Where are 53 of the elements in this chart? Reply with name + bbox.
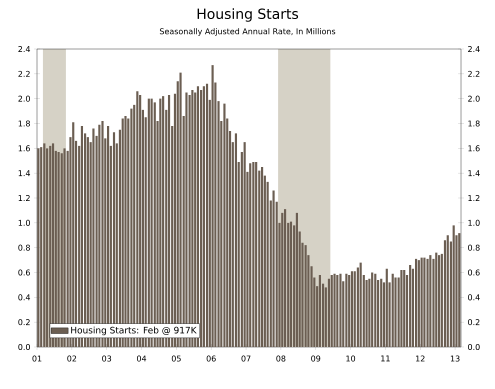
bar [386, 268, 388, 347]
bar [40, 147, 42, 347]
bar [350, 271, 354, 347]
bar [244, 142, 246, 347]
bar [333, 274, 336, 347]
chart-title: Housing Starts [198, 8, 298, 22]
bar [304, 245, 307, 347]
bar [414, 258, 418, 347]
bar [328, 278, 330, 347]
bar [403, 270, 406, 347]
bar [374, 274, 376, 347]
bar [435, 252, 438, 347]
bar [426, 258, 429, 347]
bar [255, 162, 258, 347]
bar [330, 274, 333, 347]
bar [272, 190, 275, 347]
bar [392, 274, 394, 347]
bar [318, 274, 321, 347]
bar [336, 274, 338, 347]
bar [423, 258, 426, 347]
bar [43, 143, 46, 347]
bar [234, 133, 238, 347]
bar [339, 274, 342, 347]
bar [284, 209, 286, 347]
bar [418, 260, 420, 347]
bar [348, 274, 350, 347]
bar [202, 86, 205, 347]
bar [380, 278, 382, 347]
bar [360, 262, 362, 347]
bar [249, 163, 252, 347]
bar [394, 277, 397, 347]
bar [200, 90, 202, 347]
bar [281, 212, 284, 347]
bar [206, 84, 208, 347]
bar [223, 104, 226, 347]
bar [429, 255, 432, 347]
bar [345, 274, 348, 347]
bar [212, 65, 214, 347]
bar [37, 148, 40, 347]
legend-label: Housing Starts: Feb @ 917K [71, 326, 197, 336]
bar [296, 212, 298, 347]
bar [252, 162, 254, 347]
bar [452, 225, 455, 347]
bar [371, 272, 374, 347]
bar [260, 166, 264, 347]
bar [354, 271, 356, 347]
bar [420, 258, 423, 347]
bar [438, 255, 440, 347]
bar [400, 270, 403, 347]
bar [409, 265, 412, 347]
bar [446, 235, 449, 347]
bar [290, 222, 292, 347]
bar [458, 233, 460, 347]
